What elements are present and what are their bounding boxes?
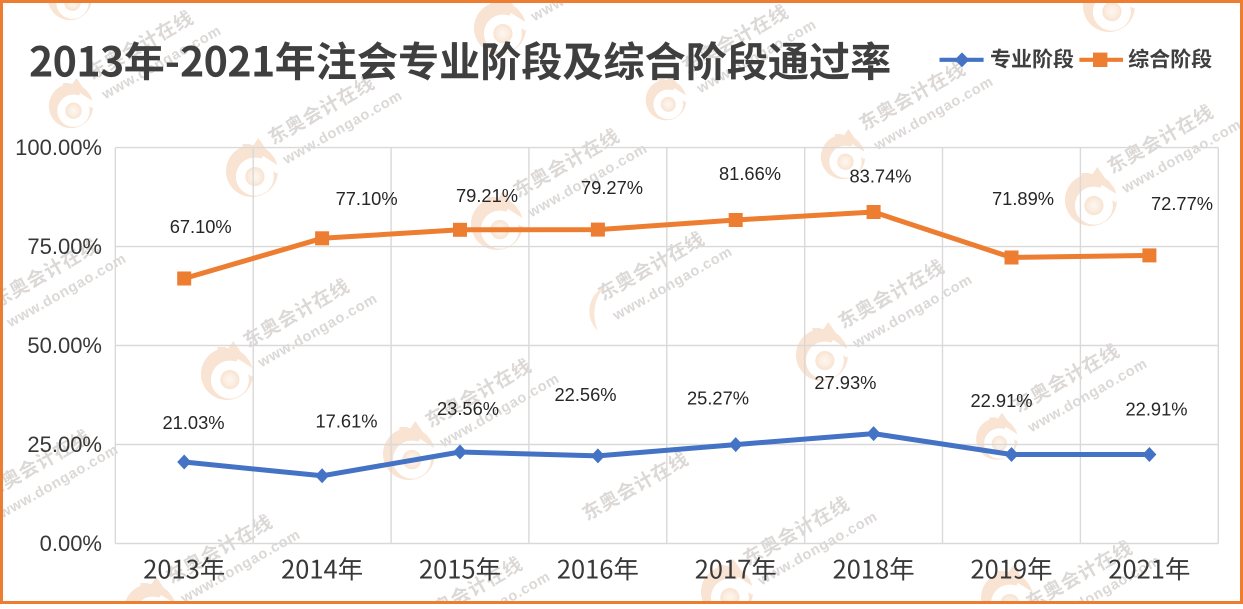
svg-text:21.03%: 21.03% xyxy=(162,412,224,433)
svg-text:81.66%: 81.66% xyxy=(719,163,781,184)
svg-text:27.93%: 27.93% xyxy=(814,372,876,393)
svg-text:22.91%: 22.91% xyxy=(1125,398,1187,419)
svg-text:72.77%: 72.77% xyxy=(1151,193,1213,214)
svg-text:83.74%: 83.74% xyxy=(849,166,911,187)
svg-text:77.10%: 77.10% xyxy=(336,188,398,209)
svg-text:79.21%: 79.21% xyxy=(456,185,518,206)
svg-text:0.00%: 0.00% xyxy=(40,531,102,556)
svg-text:67.10%: 67.10% xyxy=(170,216,232,237)
svg-text:22.56%: 22.56% xyxy=(554,384,616,405)
svg-text:23.56%: 23.56% xyxy=(437,398,499,419)
svg-text:17.61%: 17.61% xyxy=(315,411,377,432)
svg-text:25.00%: 25.00% xyxy=(27,432,102,457)
svg-text:79.27%: 79.27% xyxy=(581,177,643,198)
svg-text:25.27%: 25.27% xyxy=(687,388,749,409)
svg-text:50.00%: 50.00% xyxy=(27,333,102,358)
svg-text:71.89%: 71.89% xyxy=(992,188,1054,209)
svg-text:22.91%: 22.91% xyxy=(970,390,1032,411)
svg-text:75.00%: 75.00% xyxy=(27,234,102,259)
svg-text:100.00%: 100.00% xyxy=(15,135,102,160)
